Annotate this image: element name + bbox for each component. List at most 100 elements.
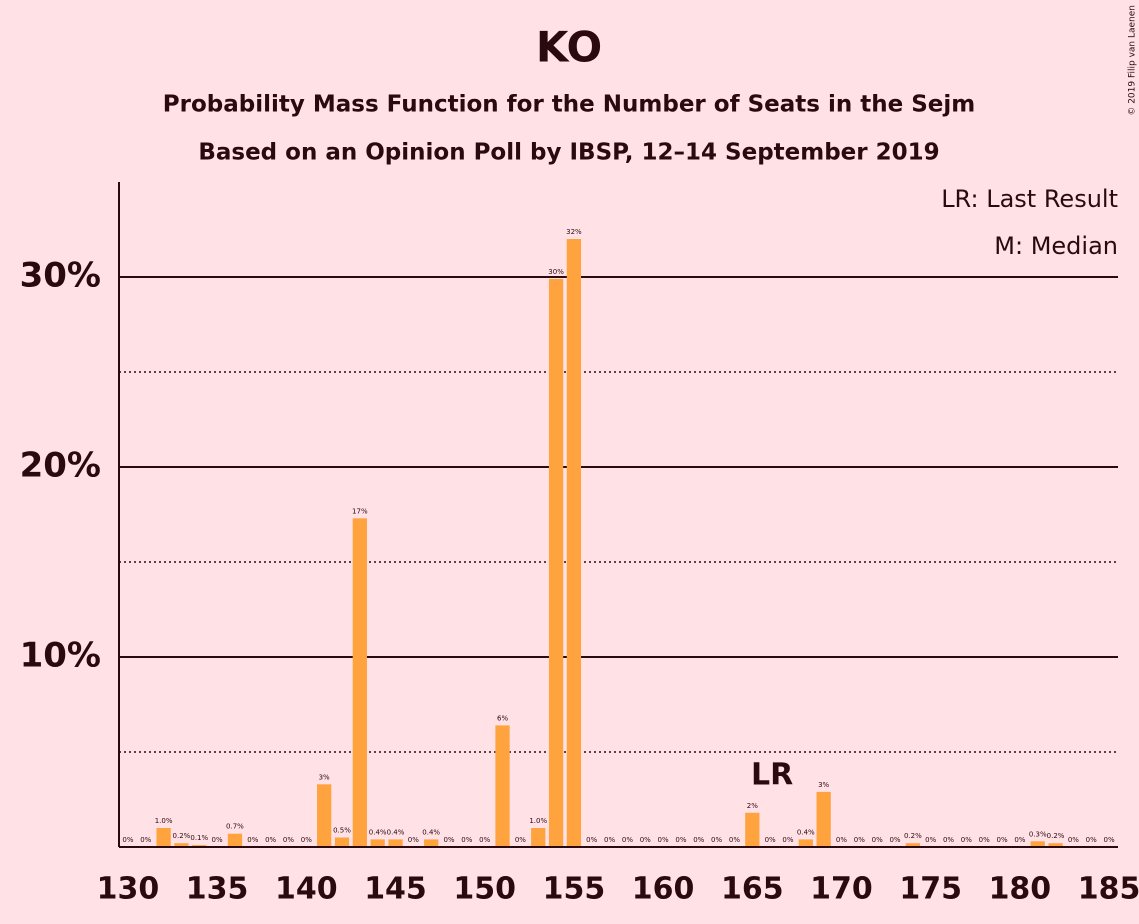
value-label: 0% <box>443 836 454 844</box>
x-tick-label: 145 <box>364 872 427 907</box>
value-label: 0% <box>979 836 990 844</box>
median-marker: M <box>544 0 574 21</box>
x-tick-label: 165 <box>721 872 784 907</box>
value-label: 0% <box>604 836 615 844</box>
value-label: 1.0% <box>529 817 547 825</box>
value-label: 0% <box>1086 836 1097 844</box>
y-tick-label: 10% <box>20 636 101 676</box>
value-label: 0% <box>836 836 847 844</box>
bar <box>1030 841 1045 847</box>
value-label: 0% <box>212 836 223 844</box>
value-label: 0% <box>693 836 704 844</box>
chart-title: KO <box>536 23 602 72</box>
value-label: 1.0% <box>155 817 173 825</box>
bar <box>495 725 510 847</box>
bar <box>174 843 189 847</box>
value-label: 0% <box>301 836 312 844</box>
value-label: 3% <box>319 773 330 781</box>
value-label: 0.2% <box>173 832 191 840</box>
value-label: 0% <box>515 836 526 844</box>
value-label: 30% <box>548 268 564 276</box>
x-tick-label: 180 <box>989 872 1052 907</box>
value-label: 0.4% <box>369 828 387 836</box>
value-label: 0% <box>622 836 633 844</box>
bar <box>334 837 350 847</box>
bar <box>370 839 385 847</box>
value-label: 0.5% <box>333 827 351 835</box>
bar <box>745 812 760 847</box>
value-label: 0% <box>675 836 686 844</box>
value-label: 0% <box>247 836 258 844</box>
value-label: 0.3% <box>1029 830 1047 838</box>
bar <box>905 843 920 847</box>
x-tick-label: 155 <box>543 872 606 907</box>
bar <box>1048 843 1063 847</box>
bar <box>566 239 582 847</box>
x-tick-label: 170 <box>810 872 873 907</box>
value-label: 0% <box>1104 836 1115 844</box>
bar <box>227 833 243 847</box>
value-label: 0% <box>283 836 294 844</box>
value-label: 0.1% <box>190 834 208 842</box>
value-label: 0% <box>122 836 133 844</box>
x-tick-label: 160 <box>632 872 695 907</box>
value-label: 0% <box>889 836 900 844</box>
value-label: 6% <box>497 714 508 722</box>
value-label: 0% <box>265 836 276 844</box>
x-tick-label: 185 <box>1078 872 1139 907</box>
value-label: 0.2% <box>904 832 922 840</box>
chart-subtitle: Probability Mass Function for the Number… <box>163 92 975 118</box>
x-tick-label: 135 <box>186 872 249 907</box>
value-label: 32% <box>566 228 582 236</box>
x-tick-label: 150 <box>453 872 516 907</box>
legend-entry: M: Median <box>994 232 1118 260</box>
value-label: 0.4% <box>797 828 815 836</box>
value-label: 0% <box>996 836 1007 844</box>
chart-subtitle: Based on an Opinion Poll by IBSP, 12–14 … <box>198 140 939 166</box>
value-label: 0% <box>1068 836 1079 844</box>
last-result-marker: LR <box>751 758 793 793</box>
bar <box>548 278 564 847</box>
value-label: 0.2% <box>1047 832 1065 840</box>
value-label: 0% <box>640 836 651 844</box>
value-label: 0.4% <box>387 828 405 836</box>
value-label: 2% <box>747 802 758 810</box>
bar <box>352 518 367 847</box>
value-label: 3% <box>818 781 829 789</box>
value-label: 0% <box>854 836 865 844</box>
value-label: 0% <box>765 836 776 844</box>
value-label: 0.7% <box>226 823 244 831</box>
value-label: 0.4% <box>422 828 440 836</box>
value-label: 0% <box>925 836 936 844</box>
x-tick-label: 140 <box>275 872 338 907</box>
value-label: 0% <box>943 836 954 844</box>
copyright: © 2019 Filip van Laenen <box>1128 5 1138 116</box>
bar <box>317 784 332 847</box>
value-label: 0% <box>782 836 793 844</box>
y-tick-label: 20% <box>20 446 101 486</box>
value-label: 0% <box>140 836 151 844</box>
value-label: 0% <box>461 836 472 844</box>
y-tick-label: 30% <box>20 256 101 296</box>
value-label: 0% <box>408 836 419 844</box>
x-tick-label: 175 <box>899 872 962 907</box>
bar <box>388 839 403 847</box>
value-label: 0% <box>729 836 740 844</box>
bar <box>424 839 439 847</box>
value-label: 17% <box>352 507 368 515</box>
value-label: 0% <box>586 836 597 844</box>
legend-entry: LR: Last Result <box>941 185 1118 213</box>
value-label: 0% <box>872 836 883 844</box>
value-label: 0% <box>961 836 972 844</box>
value-label: 0% <box>711 836 722 844</box>
bar <box>156 828 171 847</box>
bar <box>798 839 813 847</box>
value-label: 0% <box>658 836 669 844</box>
value-label: 0% <box>479 836 490 844</box>
value-label: 0% <box>1014 836 1025 844</box>
bar <box>531 828 546 847</box>
bar <box>816 791 831 847</box>
x-tick-label: 130 <box>97 872 160 907</box>
